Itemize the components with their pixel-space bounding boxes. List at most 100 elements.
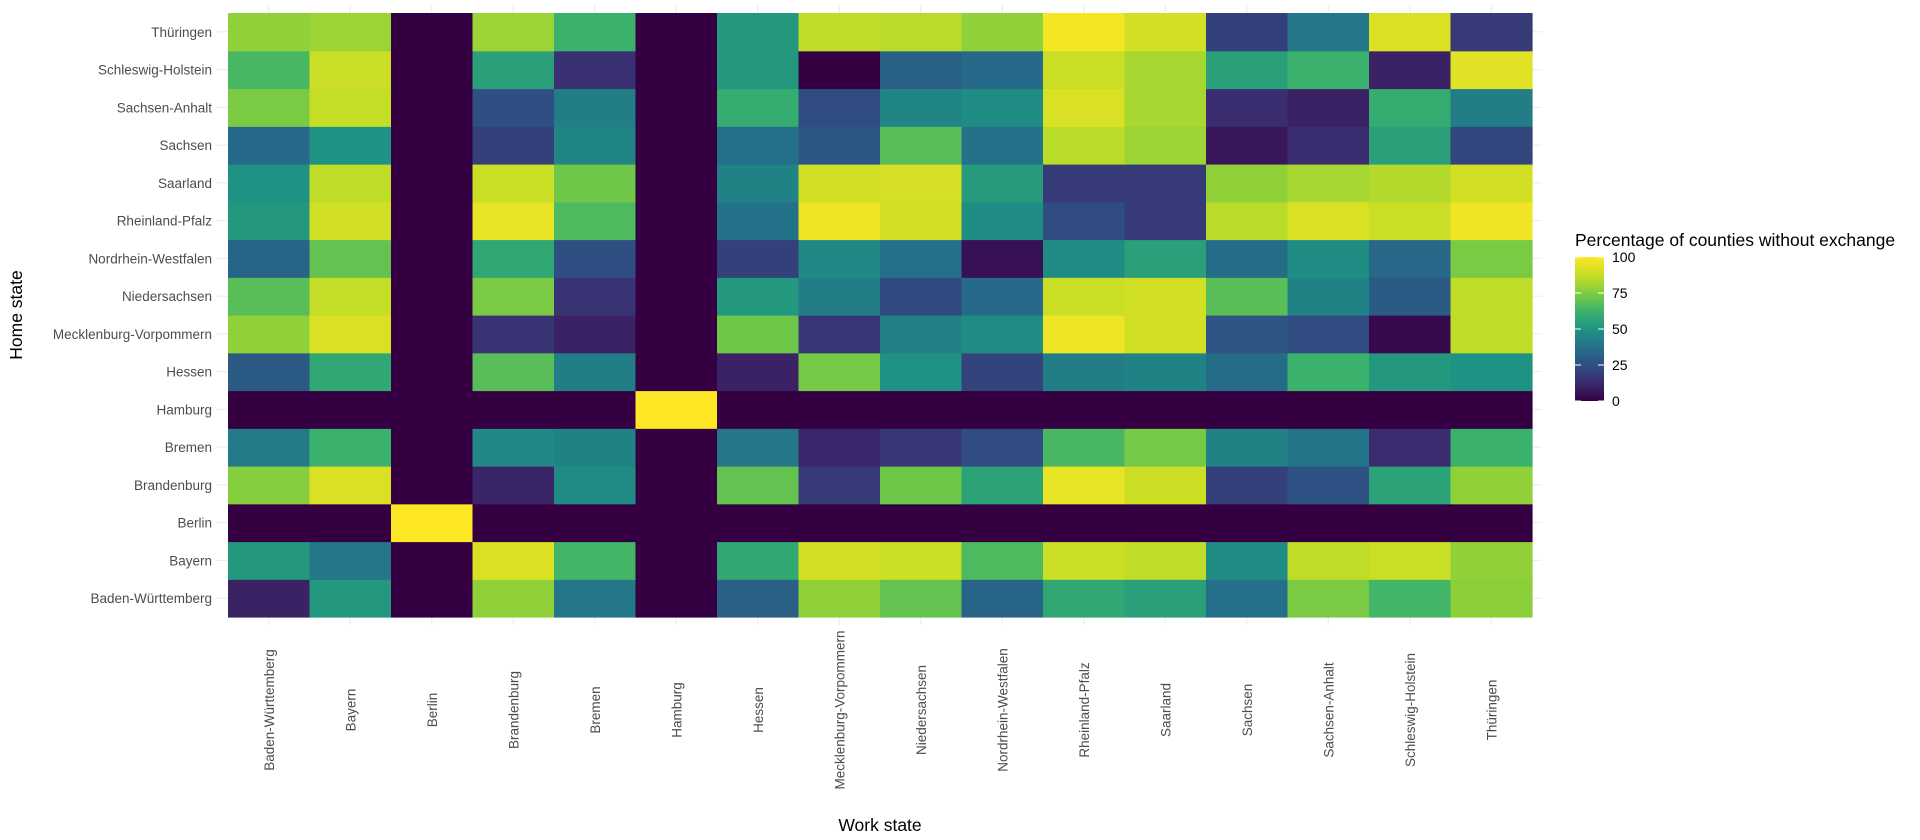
heatmap-cell bbox=[635, 88, 718, 127]
heatmap-cell bbox=[1287, 503, 1370, 543]
legend-tick-label: 25 bbox=[1612, 357, 1628, 373]
heatmap-cell bbox=[717, 13, 800, 52]
heatmap-cell bbox=[391, 126, 474, 165]
heatmap-cell bbox=[228, 164, 311, 203]
heatmap-cell bbox=[228, 88, 311, 127]
heatmap-cell bbox=[1124, 466, 1207, 505]
y-tick-label: Berlin bbox=[177, 516, 212, 531]
heatmap-cell bbox=[635, 428, 718, 467]
heatmap-cell bbox=[391, 164, 474, 203]
heatmap-cell bbox=[798, 201, 881, 241]
heatmap-cell bbox=[1043, 201, 1126, 241]
heatmap-cell bbox=[391, 88, 474, 127]
heatmap-cell bbox=[1450, 50, 1533, 90]
heatmap-cell bbox=[309, 13, 392, 52]
heatmap-cell bbox=[1206, 503, 1289, 543]
heatmap-cell bbox=[472, 503, 555, 543]
heatmap-cell bbox=[717, 88, 800, 127]
heatmap-cell bbox=[1124, 88, 1207, 127]
heatmap-cell bbox=[554, 315, 637, 354]
heatmap-cell bbox=[1206, 13, 1289, 52]
heatmap-cell bbox=[1206, 466, 1289, 505]
x-axis-ticks: Baden-Württemberg Bayern Berlin Brandenburg… bbox=[262, 630, 1500, 789]
heatmap-cell bbox=[961, 126, 1044, 165]
heatmap-cells bbox=[228, 13, 1533, 618]
heatmap-cell bbox=[228, 50, 311, 90]
heatmap-cell bbox=[1369, 503, 1452, 543]
heatmap-cell bbox=[391, 352, 474, 392]
heatmap-cell bbox=[1043, 428, 1126, 467]
heatmap-cell bbox=[635, 541, 718, 580]
heatmap-cell bbox=[1369, 466, 1452, 505]
heatmap-cell bbox=[228, 390, 311, 429]
heatmap-cell bbox=[309, 579, 392, 618]
heatmap-cell bbox=[554, 390, 637, 429]
heatmap-cell bbox=[961, 277, 1044, 316]
heatmap-cell bbox=[635, 579, 718, 618]
y-tick-label: Bremen bbox=[165, 440, 212, 455]
heatmap-cell bbox=[635, 466, 718, 505]
x-tick-label: Hamburg bbox=[669, 682, 684, 738]
heatmap-cell bbox=[1043, 390, 1126, 429]
heatmap-cell bbox=[1124, 579, 1207, 618]
heatmap-cell bbox=[717, 390, 800, 429]
heatmap-cell bbox=[1043, 352, 1126, 392]
heatmap-cell bbox=[1287, 50, 1370, 90]
heatmap-cell bbox=[472, 579, 555, 618]
y-tick-label: Niedersachsen bbox=[122, 289, 212, 304]
heatmap-cell bbox=[1124, 50, 1207, 90]
heatmap-cell bbox=[554, 579, 637, 618]
heatmap-cell bbox=[1450, 503, 1533, 543]
heatmap-cell bbox=[1287, 428, 1370, 467]
heatmap-cell bbox=[1124, 315, 1207, 354]
heatmap-cell bbox=[1369, 239, 1452, 278]
heatmap-cell bbox=[880, 466, 963, 505]
heatmap-cell bbox=[1450, 164, 1533, 203]
heatmap-cell bbox=[228, 13, 311, 52]
heatmap-cell bbox=[1450, 352, 1533, 392]
heatmap-cell bbox=[961, 579, 1044, 618]
heatmap-cell bbox=[961, 88, 1044, 127]
heatmap-cell bbox=[472, 315, 555, 354]
heatmap-cell bbox=[1043, 541, 1126, 580]
heatmap-cell bbox=[391, 466, 474, 505]
heatmap-cell bbox=[1287, 201, 1370, 241]
heatmap-cell bbox=[961, 50, 1044, 90]
y-tick-label: Hamburg bbox=[156, 402, 212, 417]
heatmap-cell bbox=[798, 50, 881, 90]
heatmap-cell bbox=[391, 503, 474, 543]
heatmap-cell bbox=[1124, 428, 1207, 467]
heatmap-cell bbox=[635, 352, 718, 392]
heatmap-cell bbox=[309, 50, 392, 90]
heatmap-cell bbox=[1287, 13, 1370, 52]
heatmap-cell bbox=[635, 201, 718, 241]
heatmap-cell bbox=[717, 503, 800, 543]
heatmap-cell bbox=[309, 390, 392, 429]
heatmap-cell bbox=[1043, 579, 1126, 618]
heatmap-cell bbox=[1450, 466, 1533, 505]
heatmap-cell bbox=[961, 13, 1044, 52]
x-tick-label: Rheinland-Pfalz bbox=[1077, 662, 1092, 758]
heatmap-cell bbox=[472, 428, 555, 467]
heatmap-cell bbox=[635, 503, 718, 543]
heatmap-cell bbox=[554, 466, 637, 505]
heatmap-cell bbox=[309, 126, 392, 165]
heatmap-cell bbox=[717, 164, 800, 203]
heatmap-cell bbox=[798, 277, 881, 316]
heatmap-cell bbox=[309, 541, 392, 580]
heatmap-cell bbox=[228, 239, 311, 278]
heatmap-cell bbox=[961, 315, 1044, 354]
heatmap-cell bbox=[635, 13, 718, 52]
heatmap-cell bbox=[1369, 126, 1452, 165]
y-tick-label: Bayern bbox=[169, 553, 212, 568]
heatmap-cell bbox=[228, 315, 311, 354]
x-tick-label: Nordrhein-Westfalen bbox=[995, 648, 1010, 772]
legend-ticks: 0 25 50 75 100 bbox=[1575, 249, 1636, 409]
heatmap-cell bbox=[472, 352, 555, 392]
heatmap-cell bbox=[1287, 126, 1370, 165]
heatmap-cell bbox=[1450, 277, 1533, 316]
heatmap-cell bbox=[472, 239, 555, 278]
heatmap-cell bbox=[1287, 239, 1370, 278]
heatmap-cell bbox=[1287, 164, 1370, 203]
